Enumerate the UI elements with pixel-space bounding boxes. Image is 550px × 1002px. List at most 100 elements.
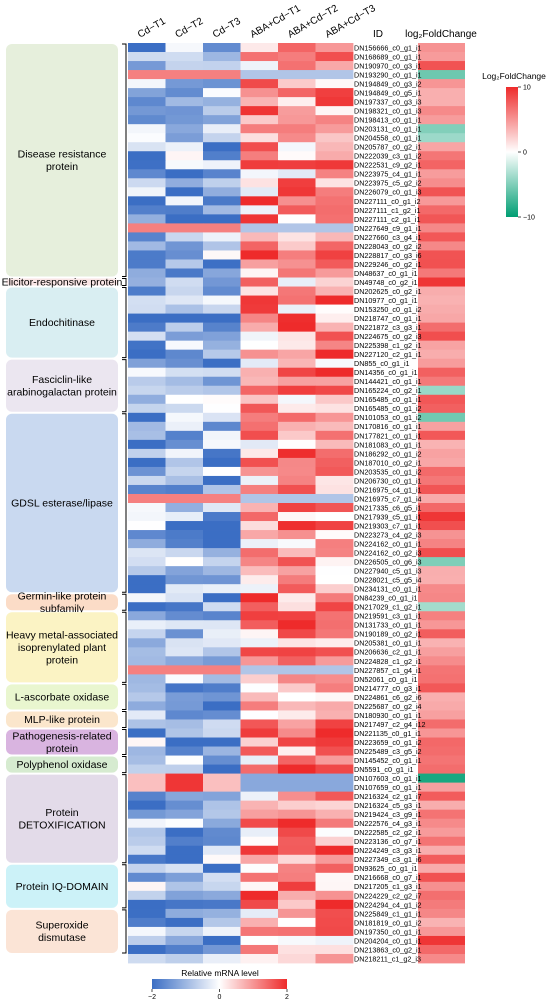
heatmap-cell <box>315 521 354 531</box>
heatmap-cell <box>315 88 354 98</box>
heatmap-cell <box>128 530 166 540</box>
heatmap-cell <box>315 376 354 387</box>
heatmap-cell <box>315 683 354 693</box>
heatmap-cell <box>165 557 204 567</box>
foldchange-cell <box>418 665 465 675</box>
heatmap-cell <box>278 872 316 883</box>
heatmap-cell <box>278 88 316 98</box>
heatmap-cell <box>240 61 279 71</box>
heatmap-cell <box>315 953 354 964</box>
group-box <box>6 864 118 908</box>
heatmap-cell <box>165 313 204 324</box>
heatmap-cell <box>240 503 279 513</box>
foldchange-cell <box>418 791 465 802</box>
gene-id-label: DN234131_c0_g1_i1 <box>354 585 422 594</box>
foldchange-cell <box>418 701 465 711</box>
heatmap-cell <box>128 448 166 459</box>
heatmap-cell <box>278 313 316 324</box>
heatmap-cell <box>203 647 241 657</box>
heatmap-cell <box>203 692 241 702</box>
group-box <box>6 612 118 683</box>
heatmap-cell <box>278 106 316 116</box>
heatmap-cell <box>165 277 204 287</box>
heatmap-cell <box>165 304 204 314</box>
heatmap-cell <box>203 88 241 98</box>
heatmap-cell <box>203 484 241 495</box>
gene-id-label: DN216975_c7_g1_i4 <box>354 494 422 503</box>
heatmap-cell <box>315 160 354 170</box>
gene-id-label: DN170816_c0_g1_i1 <box>354 422 422 431</box>
gene-id-label: DN227111_c1_g2_i1 <box>354 206 420 215</box>
heatmap-cell <box>315 926 354 937</box>
heatmap-cell <box>240 881 279 892</box>
foldchange-cell <box>418 493 465 504</box>
heatmap-cell <box>315 746 354 756</box>
group-box <box>6 413 118 593</box>
heatmap-cell <box>128 493 166 504</box>
heatmap-cell <box>278 647 316 657</box>
heatmap-cell <box>165 647 204 657</box>
heatmap-cell <box>315 412 354 423</box>
gene-id-label: DN222039_c3_g1_i2 <box>354 152 422 161</box>
group-label: Polyphenol oxidase <box>16 759 107 771</box>
heatmap-cell <box>165 205 204 215</box>
heatmap-cell <box>128 313 166 324</box>
gene-id-label: DN5591_c0_g1_i1 <box>354 765 414 774</box>
gene-id-label: DN224249_c3_g3_i1 <box>354 846 422 855</box>
heatmap-cell <box>240 566 279 576</box>
heatmap-cell <box>203 322 241 333</box>
heatmap-cell <box>240 755 279 765</box>
heatmap-cell <box>315 169 354 179</box>
heatmap-cell <box>240 701 279 711</box>
heatmap-cell <box>278 367 316 378</box>
foldchange-cell <box>418 692 465 702</box>
gene-id-label: DN190189_c0_g2_i1 <box>354 630 422 639</box>
heatmap-cell <box>203 70 241 80</box>
heatmap-cell <box>278 620 316 630</box>
gene-id-label: DN216668_c0_g7_i1 <box>354 873 422 882</box>
heatmap-cell <box>165 548 204 558</box>
foldchange-cell <box>418 872 465 883</box>
heatmap-cell <box>315 944 354 955</box>
heatmap-cell <box>203 611 241 621</box>
heatmap-cell <box>315 737 354 747</box>
heatmap-cell <box>315 629 354 639</box>
heatmap-cell <box>315 755 354 765</box>
group-label: Disease resistance <box>18 149 107 161</box>
gene-id-label: DN216324_c2_g1_i7 <box>354 792 422 801</box>
foldchange-cell <box>418 259 465 269</box>
heatmap-cell <box>278 935 316 946</box>
foldchange-cell <box>418 160 465 170</box>
gene-id-label: DN203535_c0_g1_i2 <box>354 467 422 476</box>
gene-id-label: DN224828_c1_g2_i1 <box>354 657 422 666</box>
heatmap-cell <box>128 737 166 747</box>
heatmap-cell <box>315 530 354 540</box>
heatmap-cell <box>240 512 279 522</box>
heatmap-cell <box>203 890 241 901</box>
fc-header: log₂FoldChange <box>405 29 477 40</box>
heatmap-cell <box>165 782 204 793</box>
heatmap-cell <box>165 503 204 513</box>
gene-id-label: DN197350_c0_g1_i1 <box>354 927 422 936</box>
foldchange-cell <box>418 854 465 865</box>
group-box <box>6 287 118 358</box>
heatmap-cell <box>315 575 354 585</box>
main-colorbar <box>152 979 287 989</box>
heatmap-cell <box>128 701 166 711</box>
heatmap-cell <box>278 539 316 549</box>
gene-id-label: DN222585_c2_g2_i1 <box>354 828 422 837</box>
gene-id-label: DN165224_c0_g2_i1 <box>354 386 422 395</box>
foldchange-cell <box>418 304 465 314</box>
heatmap-cell <box>315 448 354 459</box>
foldchange-cell <box>418 61 465 71</box>
gene-id-label: DN217335_c6_g5_i1 <box>354 503 422 512</box>
foldchange-cell <box>418 512 465 522</box>
group-label: Fasciclin-like <box>32 374 92 386</box>
heatmap-cell <box>278 259 316 269</box>
heatmap-cell <box>315 43 354 53</box>
heatmap-cell <box>128 214 166 224</box>
foldchange-cell <box>418 475 465 486</box>
heatmap-cell <box>165 737 204 747</box>
gene-id-label: DN225489_c3_g5_i2 <box>354 747 422 756</box>
heatmap-cell <box>128 106 166 116</box>
